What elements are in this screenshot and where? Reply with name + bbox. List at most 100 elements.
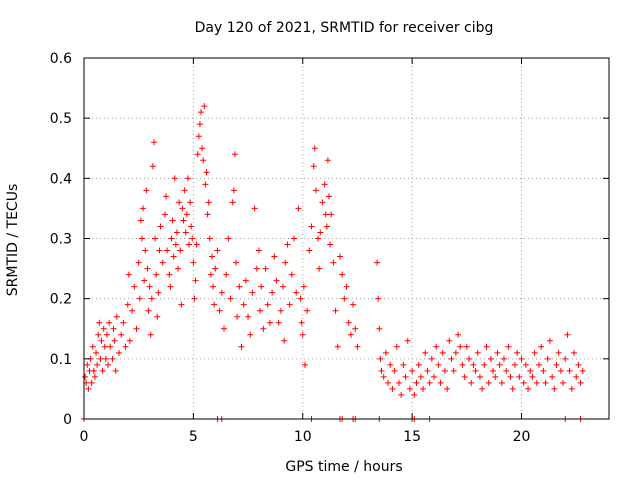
- data-point: [229, 199, 236, 206]
- data-point: [300, 283, 307, 290]
- data-point: [206, 235, 213, 242]
- data-point: [431, 373, 437, 380]
- data-point: [275, 319, 282, 326]
- data-point: [573, 373, 580, 380]
- data-point: [253, 265, 260, 272]
- data-point: [211, 301, 218, 308]
- data-point: [136, 295, 143, 302]
- data-point: [422, 349, 429, 356]
- data-point: [198, 109, 205, 116]
- data-point: [89, 343, 96, 350]
- data-point: [129, 307, 136, 314]
- data-point: [579, 367, 586, 374]
- data-point: [352, 325, 359, 332]
- data-point: [207, 271, 214, 278]
- data-point: [459, 361, 466, 368]
- data-point: [479, 385, 486, 392]
- data-point: [299, 331, 306, 338]
- data-point: [137, 217, 144, 224]
- data-point: [188, 223, 195, 230]
- data-point: [323, 223, 330, 230]
- data-point: [490, 367, 497, 374]
- data-point: [168, 235, 175, 242]
- data-point: [170, 253, 177, 260]
- data-point: [223, 271, 230, 278]
- y-tick-label: 0.6: [50, 51, 72, 67]
- data-point: [382, 349, 389, 356]
- data-point: [113, 313, 120, 320]
- data-point: [186, 241, 192, 248]
- data-point: [411, 391, 418, 398]
- data-point: [496, 361, 503, 368]
- data-point: [400, 361, 407, 368]
- data-point: [203, 169, 210, 176]
- data-point: [180, 217, 187, 224]
- data-point: [455, 331, 462, 338]
- data-point: [409, 367, 416, 374]
- x-tick-label: 5: [189, 429, 198, 445]
- data-point: [91, 373, 98, 380]
- data-point: [234, 313, 241, 320]
- data-point: [227, 295, 234, 302]
- data-point: [319, 199, 326, 206]
- data-point: [153, 271, 160, 278]
- data-point: [166, 271, 173, 278]
- data-point: [99, 367, 106, 374]
- data-point: [193, 241, 200, 248]
- data-point: [463, 343, 470, 350]
- data-point: [230, 187, 237, 194]
- data-point: [156, 247, 163, 254]
- data-point: [317, 229, 324, 236]
- data-point: [96, 319, 103, 326]
- data-point: [201, 103, 208, 110]
- data-point: [145, 307, 152, 314]
- data-point: [354, 343, 361, 350]
- data-point: [428, 355, 435, 362]
- data-point: [280, 283, 287, 290]
- data-point: [291, 235, 297, 242]
- data-point: [100, 325, 107, 332]
- plot-frame: [83, 57, 610, 420]
- grid-lines: [84, 58, 609, 419]
- y-axis-label: SRMTID / TECUs: [5, 184, 21, 297]
- data-point: [378, 367, 385, 374]
- data-point: [200, 157, 207, 164]
- data-point: [516, 373, 523, 380]
- data-point: [564, 331, 571, 338]
- data-point: [208, 253, 215, 260]
- data-point: [88, 379, 95, 386]
- data-point: [501, 355, 507, 362]
- data-point: [389, 385, 396, 392]
- data-point: [511, 361, 518, 368]
- data-point: [247, 331, 254, 338]
- data-point: [525, 385, 532, 392]
- data-point: [157, 223, 164, 230]
- data-point: [142, 247, 149, 254]
- data-point: [103, 331, 110, 338]
- data-point: [249, 289, 256, 296]
- data-point: [147, 331, 154, 338]
- data-point: [245, 313, 252, 320]
- data-point: [269, 289, 276, 296]
- data-point: [347, 331, 354, 338]
- data-point: [161, 211, 168, 218]
- data-point: [483, 343, 490, 350]
- data-point: [205, 199, 212, 206]
- data-point: [341, 295, 348, 302]
- data-point: [533, 379, 540, 386]
- data-point: [310, 163, 317, 170]
- data-point: [393, 343, 400, 350]
- x-tick-label: 0: [80, 429, 89, 445]
- data-point: [218, 289, 225, 296]
- data-point: [468, 379, 475, 386]
- data-point: [175, 265, 182, 272]
- data-point: [169, 217, 176, 224]
- data-point: [426, 379, 433, 386]
- data-point: [470, 361, 477, 368]
- data-point: [415, 361, 422, 368]
- data-point: [231, 151, 238, 158]
- data-point: [538, 343, 545, 350]
- data-point: [271, 253, 278, 260]
- data-point: [536, 361, 542, 368]
- data-point: [164, 247, 171, 254]
